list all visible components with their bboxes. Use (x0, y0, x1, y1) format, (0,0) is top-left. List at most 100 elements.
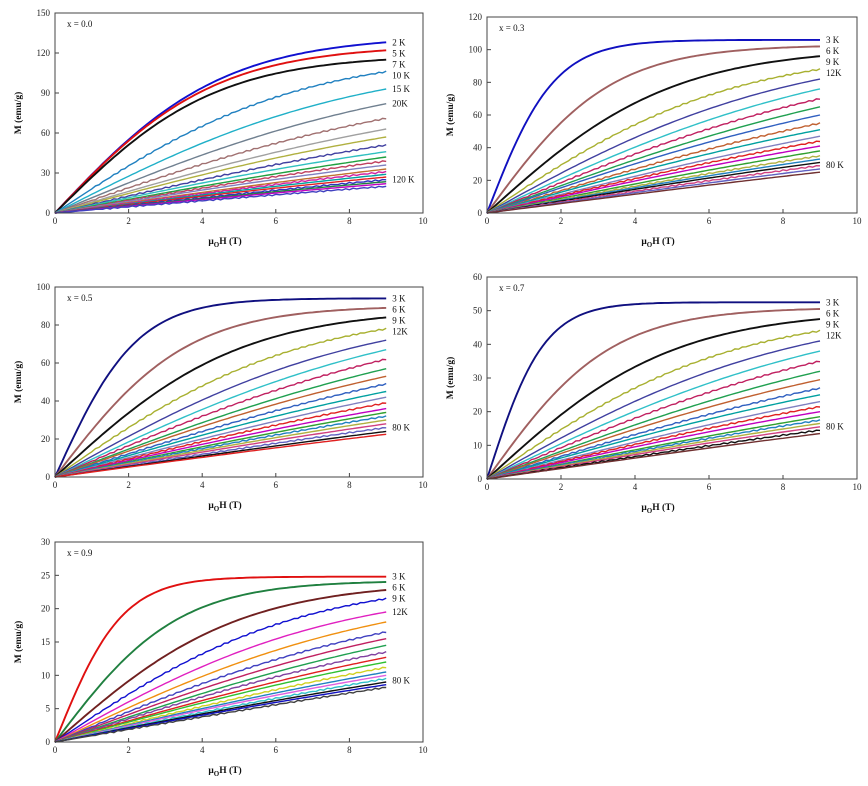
x-tick-label: 10 (419, 745, 429, 755)
y-tick-label: 10 (41, 670, 51, 680)
series-line (486, 411, 821, 480)
series-line (54, 136, 387, 214)
chart-panel-x09: 0 2 4 6 8 10 0 5 10 15 20 25 30 x = 0.9 μOH (T) M (emu/… (13, 537, 429, 778)
series-temp-label: 12K (392, 607, 408, 617)
chart-panel-x07: 0 2 4 6 8 10 0 10 20 30 40 50 60 x = 0.7 μOH (T) M (emu… (445, 272, 862, 515)
series-line (486, 55, 821, 214)
series-line (486, 301, 820, 480)
series-line (486, 340, 821, 480)
y-tick-label: 0 (478, 208, 483, 218)
series-line (54, 686, 387, 743)
series-line (486, 171, 821, 214)
y-tick-label: 5 (46, 704, 51, 714)
series-temp-label: 3 K (826, 297, 840, 307)
series-group (54, 575, 387, 743)
y-tick-label: 60 (473, 272, 483, 282)
x-tick-label: 10 (419, 480, 429, 490)
series-line (486, 150, 821, 214)
series-line (486, 98, 821, 214)
x-tick-label: 8 (347, 480, 352, 490)
series-line (54, 103, 387, 214)
series-line (54, 597, 387, 743)
x-tick-label: 4 (633, 482, 638, 492)
series-temp-label: 6 K (392, 304, 406, 314)
x-axis-label: μOH (T) (641, 502, 674, 515)
y-tick-label: 0 (46, 208, 51, 218)
y-axis-label: M (emu/g) (445, 94, 456, 136)
series-line (54, 183, 387, 214)
series-line (54, 575, 387, 743)
x-tick-label: 2 (126, 216, 131, 226)
series-line (486, 394, 821, 480)
series-line (486, 88, 821, 214)
x-tick-label: 10 (853, 216, 863, 226)
y-tick-label: 100 (469, 45, 483, 55)
series-line (486, 379, 821, 480)
series-line (486, 68, 821, 214)
x-tick-label: 0 (53, 216, 58, 226)
y-tick-label: 0 (46, 737, 51, 747)
y-tick-label: 60 (41, 128, 51, 138)
series-temp-label: 6 K (826, 308, 840, 318)
series-line (486, 329, 821, 480)
y-tick-label: 60 (41, 358, 51, 368)
x-tick-label: 6 (274, 745, 279, 755)
x-tick-label: 6 (274, 216, 279, 226)
series-line (54, 433, 387, 478)
series-line (54, 581, 387, 743)
series-line (54, 589, 387, 743)
series-temp-label: 3 K (392, 572, 406, 582)
series-line (54, 661, 387, 743)
series-line (54, 382, 387, 478)
series-temp-label: 15 K (392, 84, 410, 94)
x-tick-label: 6 (707, 482, 712, 492)
y-tick-label: 25 (41, 570, 51, 580)
x-tick-label: 8 (347, 745, 352, 755)
series-line (486, 370, 821, 480)
series-line (486, 114, 821, 214)
x-tick-label: 8 (781, 216, 786, 226)
series-temp-label: 6 K (392, 583, 406, 593)
series-temp-label: 5 K (392, 48, 406, 58)
series-line (486, 45, 821, 214)
series-line (54, 650, 387, 743)
series-line (486, 429, 821, 480)
series-line (54, 407, 387, 478)
series-temp-label: 12K (826, 68, 842, 78)
y-axis-label: M (emu/g) (445, 357, 456, 399)
x-tick-label: 4 (200, 480, 205, 490)
x-tick-label: 8 (781, 482, 786, 492)
series-line (54, 666, 387, 743)
y-tick-label: 120 (469, 12, 483, 22)
series-line (54, 621, 387, 743)
series-group (54, 297, 387, 478)
x-tick-label: 6 (274, 480, 279, 490)
y-axis-label: M (emu/g) (13, 92, 24, 134)
series-line (486, 405, 821, 480)
x-tick-label: 8 (347, 216, 352, 226)
plot-frame (54, 12, 424, 214)
y-tick-label: 0 (46, 472, 51, 482)
series-temp-label: 12K (826, 330, 842, 340)
y-axis-label: M (emu/g) (13, 621, 24, 663)
series-line (54, 390, 387, 478)
series-line (54, 128, 387, 214)
y-tick-label: 100 (37, 282, 51, 292)
y-tick-label: 20 (41, 604, 51, 614)
x-axis-label: μOH (T) (208, 765, 241, 778)
series-line (486, 38, 820, 214)
y-tick-label: 50 (473, 306, 483, 316)
y-tick-label: 30 (473, 373, 483, 383)
series-temp-label: 20K (392, 99, 408, 109)
panel-label: x = 0.7 (499, 283, 525, 293)
series-line (486, 129, 821, 214)
series-line (54, 631, 387, 743)
x-tick-label: 2 (126, 480, 131, 490)
y-tick-label: 0 (478, 474, 483, 484)
y-tick-label: 150 (37, 8, 51, 18)
series-line (54, 297, 387, 478)
series-temp-label: 80 K (392, 422, 410, 432)
panel-label: x = 0.3 (499, 23, 525, 33)
series-temp-label: 9 K (826, 319, 840, 329)
